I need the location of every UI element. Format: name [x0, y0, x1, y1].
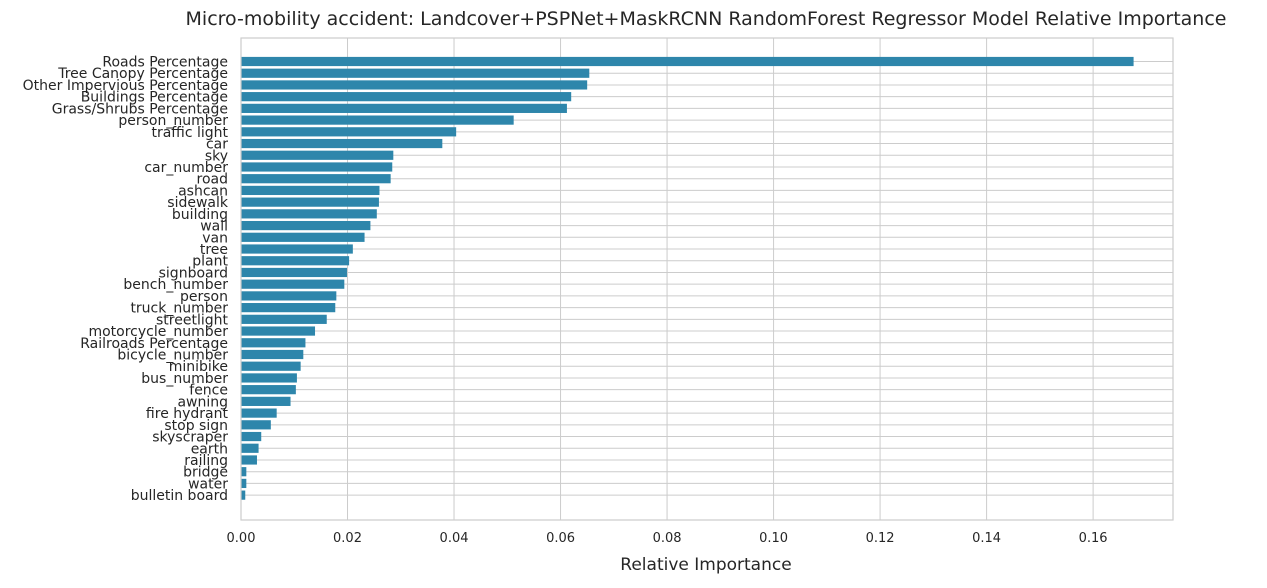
bar [241, 197, 379, 207]
plot-frame [240, 37, 1174, 521]
bar [241, 373, 297, 383]
y-tick-label: railing [184, 453, 228, 469]
x-tick-label: 0.02 [333, 531, 362, 546]
y-tick-label: bicycle_number [117, 348, 228, 364]
y-tick-label: truck_number [130, 301, 228, 317]
y-tick-label: person_number [118, 113, 228, 129]
y-tick-label: wall [200, 219, 228, 235]
bar [241, 267, 347, 278]
x-tick-label: 0.16 [1079, 531, 1108, 546]
bar [241, 80, 588, 90]
y-tick-label: bridge [183, 465, 228, 481]
bar [241, 314, 327, 324]
bar [241, 385, 296, 395]
y-tick-label: sky [205, 148, 228, 164]
bar [241, 490, 246, 500]
bar [241, 443, 259, 453]
x-axis-label: Relative Importance [620, 555, 791, 575]
bar [241, 467, 247, 477]
chart-title: Micro-mobility accident: Landcover+PSPNe… [186, 8, 1227, 30]
bar [241, 103, 567, 113]
x-tick-label: 0.12 [866, 531, 895, 546]
bar [241, 162, 393, 172]
y-tick-label: ashcan [178, 183, 228, 199]
bar [241, 431, 262, 442]
y-tick-label: Railroads Percentage [80, 336, 228, 352]
bar [241, 68, 590, 78]
x-tick-label: 0.04 [440, 531, 469, 546]
y-tick-label: fire hydrant [146, 406, 229, 422]
bar [241, 244, 353, 254]
x-tick-labels: 0.00 0.02 0.04 0.06 0.08 0.10 0.12 0.14 0.16 [227, 531, 1108, 546]
bar [241, 174, 391, 184]
y-tick-label: car [206, 137, 228, 153]
y-tick-label: awning [177, 394, 228, 410]
y-tick-label: skyscraper [152, 430, 228, 446]
y-tick-label: bus_number [141, 371, 228, 387]
y-tick-label: stop sign [164, 418, 228, 434]
y-tick-label: water [188, 476, 228, 492]
y-tick-label: building [172, 207, 228, 223]
bar [241, 138, 443, 149]
y-tick-label: minibike [169, 359, 228, 375]
bar [241, 291, 337, 301]
bar [241, 455, 257, 465]
bar [241, 420, 271, 430]
bar [241, 115, 514, 125]
y-tick-label: sidewalk [167, 195, 229, 211]
bar [241, 349, 304, 360]
bar [241, 396, 291, 406]
y-tick-label: Roads Percentage [102, 55, 228, 71]
y-tick-label: tree [200, 242, 228, 258]
bar [241, 56, 1134, 67]
bar [241, 220, 371, 231]
y-tick-label: car_number [144, 160, 228, 176]
y-tick-label: Other Impervious Percentage [23, 78, 228, 94]
y-tick-label: traffic light [151, 125, 228, 141]
bar [241, 209, 377, 219]
y-tick-label: earth [191, 441, 228, 457]
bar [241, 185, 380, 196]
bar [241, 303, 336, 313]
y-tick-label: fence [189, 383, 228, 399]
bar [241, 256, 350, 266]
y-tick-label: motorcycle_number [88, 324, 228, 340]
y-tick-label: streetlight [156, 312, 228, 328]
y-tick-label: bulletin board [131, 488, 228, 504]
y-tick-label: signboard [159, 265, 228, 281]
x-tick-label: 0.14 [972, 531, 1001, 546]
bar [241, 127, 457, 137]
bar [241, 326, 316, 336]
bar [241, 150, 394, 160]
bar [241, 408, 277, 418]
y-tick-label: plant [192, 254, 228, 270]
y-tick-label: bench_number [123, 277, 228, 293]
y-tick-label: person [180, 289, 228, 305]
bar [241, 92, 572, 102]
x-tick-label: 0.00 [227, 531, 256, 546]
y-tick-label: road [197, 172, 228, 188]
y-tick-label: Buildings Percentage [81, 90, 228, 106]
bar [241, 478, 247, 489]
bar [241, 361, 301, 371]
bar [241, 279, 345, 289]
y-tick-label: Grass/Shrubs Percentage [52, 101, 228, 117]
y-tick-label: van [202, 230, 228, 246]
bar [241, 338, 306, 348]
y-tick-label: Tree Canopy Percentage [57, 66, 228, 82]
x-tick-label: 0.08 [653, 531, 682, 546]
x-tick-label: 0.06 [546, 531, 575, 546]
bars [241, 56, 1134, 500]
bar [241, 232, 365, 242]
x-tick-label: 0.10 [759, 531, 788, 546]
